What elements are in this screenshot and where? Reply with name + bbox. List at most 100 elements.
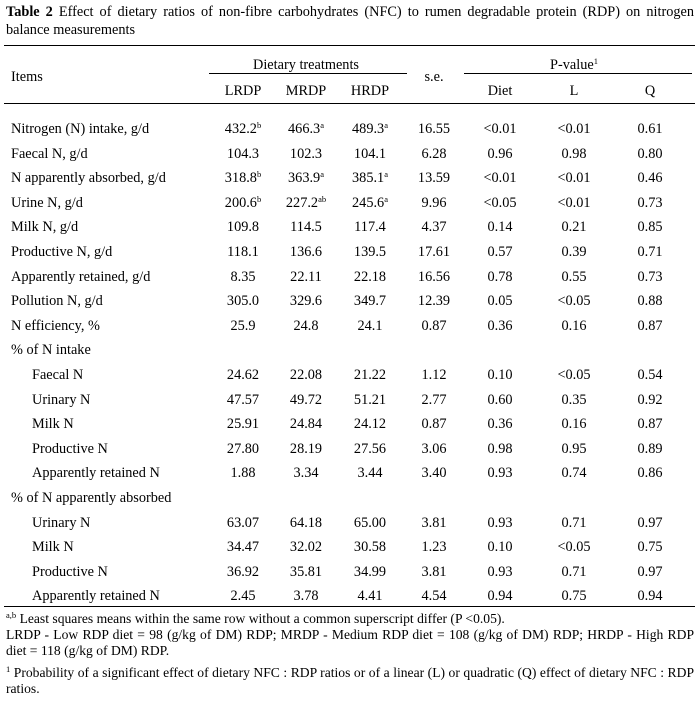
row-p-diet: 0.36: [487, 416, 513, 432]
row-p-diet: 0.60: [487, 392, 513, 408]
footnote-text-1: Probability of a significant effect of d…: [6, 665, 694, 696]
value-text: 32.02: [289, 539, 323, 555]
row-label: Urinary N: [32, 515, 91, 531]
row-value-lrdp: 305.0: [227, 293, 259, 309]
table-caption: Table 2 Effect of dietary ratios of non-…: [6, 3, 694, 39]
row-se: 12.39: [417, 293, 451, 309]
value-text: 64.18: [289, 515, 323, 531]
row-p-diet: 0.93: [487, 515, 513, 531]
header-items: Items: [11, 69, 43, 85]
row-p-diet: 0.93: [487, 465, 513, 481]
value-text: 4.41: [357, 588, 383, 604]
value-text: 25.91: [226, 416, 260, 432]
row-value-hrdp: 104.1: [354, 146, 386, 162]
value-superscript: b: [256, 169, 262, 179]
value-text: 34.47: [226, 539, 260, 555]
value-superscript: a: [320, 169, 324, 179]
row-p-q: 0.73: [637, 195, 663, 211]
header-pcol-diet: Diet: [487, 83, 513, 99]
row-p-diet: 0.57: [487, 244, 513, 260]
table-caption-text: Effect of dietary ratios of non-fibre ca…: [6, 4, 695, 38]
pvalue-subrule: [464, 73, 692, 74]
value-text: 28.19: [289, 441, 323, 457]
row-se: 4.54: [421, 588, 447, 604]
row-value-lrdp: 25.9: [230, 318, 255, 334]
row-value-mrdp: 363.9a: [288, 170, 324, 186]
row-p-diet: 0.78: [487, 269, 513, 285]
row-value-hrdp: 24.1: [357, 318, 382, 334]
row-value-hrdp: 349.7: [354, 293, 386, 309]
row-p-l: 0.95: [561, 441, 587, 457]
row-value-lrdp: 200.6b: [225, 195, 261, 211]
row-p-q: 0.87: [637, 318, 663, 334]
treatments-subrule: [209, 73, 407, 74]
row-p-q: 0.46: [637, 170, 663, 186]
value-superscript: a: [384, 120, 388, 130]
row-p-l: 0.71: [561, 564, 587, 580]
row-p-l: 0.98: [561, 146, 587, 162]
row-p-diet: 0.10: [487, 367, 513, 383]
row-label: Milk N: [32, 416, 74, 432]
value-text: 109.8: [226, 219, 260, 235]
value-text: 489.3: [352, 121, 385, 137]
row-label: Apparently retained N: [32, 588, 160, 604]
row-p-diet: 0.93: [487, 564, 513, 580]
header-se: s.e.: [424, 69, 444, 85]
row-p-l: 0.39: [561, 244, 587, 260]
value-text: 3.44: [357, 465, 383, 481]
header-pvalue-text: P-value: [550, 57, 594, 73]
row-value-hrdp: 34.99: [354, 564, 386, 580]
value-text: 363.9: [288, 170, 321, 186]
value-text: 2.45: [230, 588, 256, 604]
row-value-lrdp: 104.3: [227, 146, 259, 162]
row-p-diet: <0.05: [483, 195, 517, 211]
row-se: 3.40: [421, 465, 447, 481]
header-rule: [4, 103, 695, 104]
row-label: % of N apparently absorbed: [11, 490, 172, 506]
value-text: 385.1: [352, 170, 385, 186]
header-col-mrdp: MRDP: [285, 83, 327, 99]
value-text: 21.22: [353, 367, 387, 383]
row-value-mrdp: 329.6: [290, 293, 322, 309]
table-caption-label: Table 2: [6, 4, 53, 20]
row-se: 16.55: [417, 121, 451, 137]
row-value-hrdp: 22.18: [354, 269, 386, 285]
value-superscript: b: [256, 120, 262, 130]
value-text: 104.3: [226, 146, 260, 162]
row-se: 3.06: [421, 441, 447, 457]
row-p-diet: 0.10: [487, 539, 513, 555]
row-p-l: 0.71: [561, 515, 587, 531]
bottom-rule: [4, 606, 695, 607]
value-text: 3.34: [293, 465, 319, 481]
row-value-hrdp: 21.22: [354, 367, 386, 383]
row-value-mrdp: 3.34: [293, 465, 318, 481]
row-se: 17.61: [417, 244, 451, 260]
row-p-q: 0.75: [637, 539, 663, 555]
value-text: 51.21: [353, 392, 387, 408]
header-dietary-treatments: Dietary treatments: [253, 57, 359, 73]
row-p-l: 0.74: [561, 465, 587, 481]
row-p-l: <0.05: [557, 293, 591, 309]
row-p-l: 0.21: [561, 219, 587, 235]
row-value-lrdp: 25.91: [227, 416, 259, 432]
value-text: 136.6: [289, 244, 323, 260]
row-value-mrdp: 24.84: [290, 416, 322, 432]
footnote-probability: 1 Probability of a significant effect of…: [6, 665, 694, 696]
value-text: 34.99: [353, 564, 387, 580]
value-text: 139.5: [353, 244, 387, 260]
footnote-abbreviations: LRDP - Low RDP diet = 98 (g/kg of DM) RD…: [6, 627, 694, 658]
row-value-mrdp: 102.3: [290, 146, 322, 162]
row-value-lrdp: 34.47: [227, 539, 259, 555]
row-label: Pollution N, g/d: [11, 293, 103, 309]
footnote-text-ab: Least squares means within the same row …: [19, 611, 505, 626]
row-p-l: 0.75: [561, 588, 587, 604]
row-value-mrdp: 35.81: [290, 564, 322, 580]
header-col-hrdp: HRDP: [350, 83, 390, 99]
row-p-q: 0.88: [637, 293, 663, 309]
value-text: 117.4: [354, 219, 386, 235]
row-value-lrdp: 8.35: [230, 269, 255, 285]
value-text: 36.92: [226, 564, 260, 580]
row-label: Productive N: [32, 564, 108, 580]
row-p-l: 0.55: [561, 269, 587, 285]
